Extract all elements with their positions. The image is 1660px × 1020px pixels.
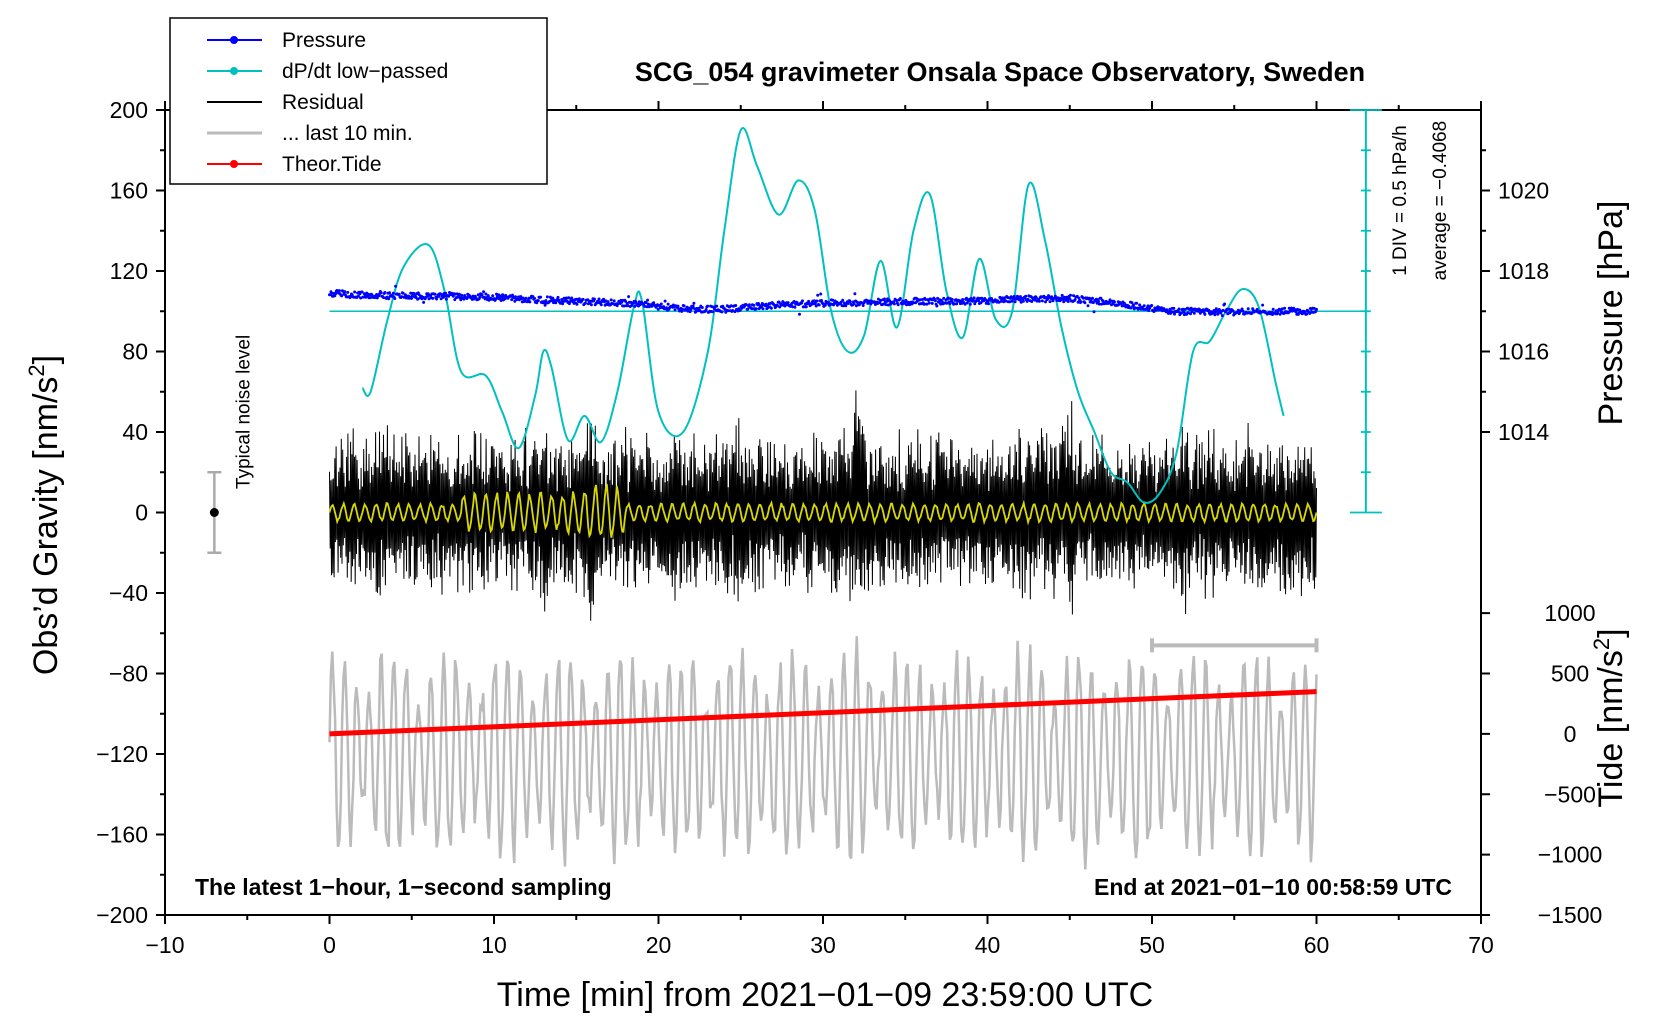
tide-tick-label: 1000	[1544, 600, 1595, 626]
y-axis-title-tide: Tide [nm/s2]	[1589, 628, 1630, 807]
annotations-layer: Typical noise level 1 DIV = 0.5 hPa/h aver…	[207, 109, 1451, 653]
series-last-10-min	[328, 636, 1318, 870]
y-axis-title-left-prefix: Obs’d Gravity [nm/s	[27, 377, 65, 676]
series-filtered-residual	[328, 483, 1318, 539]
pressure-tick-label: 1014	[1498, 419, 1549, 445]
chart-title: SCG_054 gravimeter Onsala Space Observat…	[635, 57, 1365, 87]
y-tick-label: −40	[109, 580, 148, 606]
y-axis-title-left-sup: 2	[24, 364, 49, 376]
x-tick-label: 30	[810, 932, 836, 958]
note-end-time: End at 2021−01−10 00:58:59 UTC	[1094, 874, 1452, 900]
x-axis-title: Time [min] from 2021−01−09 23:59:00 UTC	[497, 976, 1153, 1014]
x-tick-label: −10	[145, 932, 184, 958]
legend-item: ... last 10 min.	[207, 122, 413, 145]
legend-label: Theor.Tide	[282, 153, 382, 176]
legend-item: Theor.Tide	[207, 153, 382, 176]
x-tick-label: 0	[323, 932, 336, 958]
note-latest-hour: The latest 1−hour, 1−second sampling	[195, 874, 612, 900]
axes-layer: −10 0 10 20 30 40 50 60 70−200−160−120−80−400408…	[96, 97, 1602, 958]
legend-label: dP/dt low−passed	[282, 60, 448, 83]
y-tick-label: −80	[109, 661, 148, 687]
legend-swatch-marker	[230, 160, 238, 168]
x-tick-label: 70	[1468, 932, 1494, 958]
y-tick-label: −200	[96, 902, 148, 928]
noise-level-label: Typical noise level	[233, 335, 254, 489]
y-tick-label: −160	[96, 822, 148, 848]
dpdt-average-label: average = −0.4068	[1430, 121, 1451, 281]
tide-tick-label: −1500	[1538, 902, 1603, 928]
y-tick-label: 40	[122, 419, 148, 445]
tide-tick-label: −500	[1544, 781, 1596, 807]
y-axis-title-left: Obs’d Gravity [nm/s2]	[24, 355, 65, 675]
y-tick-label: 0	[135, 500, 148, 526]
y-tick-label: 80	[122, 339, 148, 365]
y-tick-label: 200	[110, 97, 148, 123]
pressure-tick-label: 1018	[1498, 258, 1549, 284]
tide-tick-label: 0	[1564, 721, 1577, 747]
x-tick-label: 10	[481, 932, 507, 958]
legend-swatch-marker	[230, 36, 238, 44]
series-pressure	[328, 284, 1318, 318]
y-tick-label: 120	[110, 258, 148, 284]
noise-bar-center	[209, 508, 219, 517]
x-tick-label: 50	[1139, 932, 1165, 958]
pressure-tick-label: 1016	[1498, 339, 1549, 365]
series-dpdt-low-passed	[361, 127, 1285, 504]
legend-item: dP/dt low−passed	[207, 60, 448, 83]
y-axis-title-tide-suffix: ]	[1592, 628, 1630, 637]
legend: Pressure dP/dt low−passed Residual ... last…	[169, 17, 548, 185]
legend-item: Pressure	[207, 29, 366, 52]
x-tick-label: 60	[1304, 932, 1330, 958]
y-axis-title-tide-prefix: Tide [nm/s	[1592, 650, 1630, 807]
y-tick-label: 160	[110, 178, 148, 204]
series-residual	[329, 390, 1317, 621]
dpdt-scale-label: 1 DIV = 0.5 hPa/h	[1390, 125, 1411, 276]
pressure-tick-label: 1020	[1498, 178, 1549, 204]
legend-label: ... last 10 min.	[282, 122, 413, 145]
legend-swatch-marker	[230, 67, 238, 75]
legend-label: Residual	[282, 91, 364, 114]
y-axis-title-left-suffix: ]	[27, 355, 65, 364]
legend-item: Residual	[207, 91, 364, 114]
series-layer	[328, 127, 1366, 870]
y-tick-label: −120	[96, 741, 148, 767]
tide-tick-label: 500	[1551, 661, 1589, 687]
y-axis-title-pressure: Pressure [hPa]	[1592, 201, 1630, 426]
y-axis-title-tide-sup: 2	[1589, 638, 1614, 650]
x-tick-label: 40	[975, 932, 1001, 958]
x-tick-label: 20	[646, 932, 672, 958]
tide-tick-label: −1000	[1538, 842, 1603, 868]
legend-label: Pressure	[282, 29, 366, 52]
series-theor-tide	[329, 689, 1317, 737]
